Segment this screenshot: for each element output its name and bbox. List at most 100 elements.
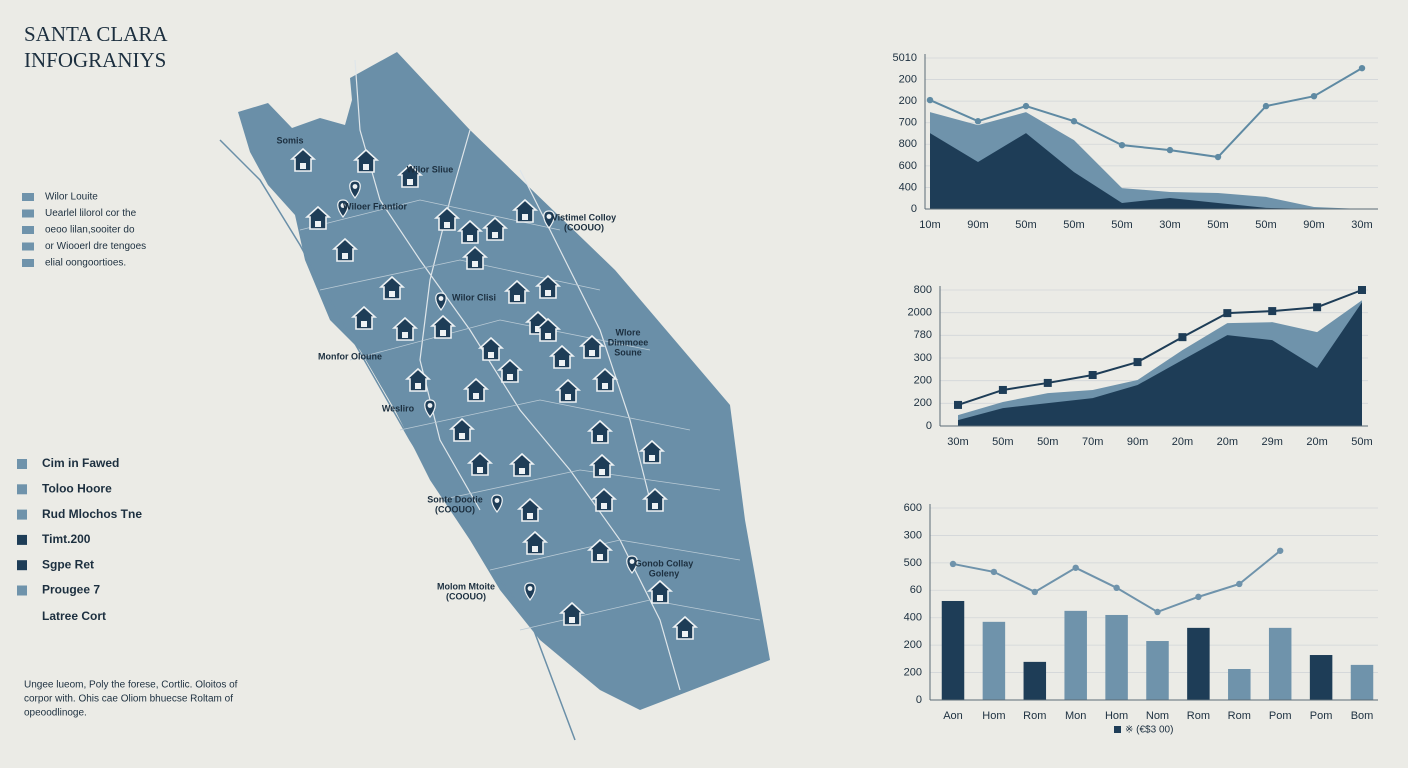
line-marker (1223, 309, 1232, 318)
map-label: Gonob Collay (635, 558, 694, 568)
y-tick-label: 200 (904, 666, 922, 678)
legend-swatch (22, 193, 34, 201)
line-marker (1118, 141, 1126, 149)
bar (1309, 655, 1333, 700)
y-tick-label: 200 (904, 639, 922, 651)
y-tick-label: 500 (904, 557, 922, 569)
x-tick-label: 50m (1037, 436, 1058, 448)
y-tick-label: 200 (899, 95, 917, 107)
line (929, 67, 1363, 159)
legend-swatch (22, 259, 34, 267)
map-label: Vistimel Colloy (552, 212, 616, 222)
legend-text: Toloo Hoore (42, 481, 112, 495)
map-label: (COOUO) (446, 591, 486, 601)
line-marker (1214, 153, 1222, 161)
footer-text: opeoodlinoge. (24, 708, 87, 719)
line-marker (1072, 564, 1079, 571)
legend-swatch (22, 226, 34, 234)
line-marker (1313, 303, 1322, 312)
line-marker (1268, 307, 1277, 316)
legend-swatch (22, 242, 34, 251)
title-line: SANTA CLARA (24, 22, 168, 46)
line-marker (1088, 371, 1097, 379)
y-tick-label: 800 (914, 284, 932, 296)
line-marker (1070, 118, 1078, 125)
line-marker (1358, 286, 1366, 294)
x-tick-label: 90m (1127, 436, 1148, 448)
x-tick-label: 50m (1111, 219, 1132, 231)
bar (1268, 627, 1292, 700)
x-tick-label: 70m (1082, 436, 1103, 448)
map-label: Monfor Oloune (318, 351, 382, 361)
coastline (219, 139, 576, 741)
x-tick-label: 30m (1159, 219, 1180, 231)
line-marker (1154, 608, 1161, 616)
map-label: Wesliro (382, 403, 415, 413)
legend-text: Cim in Fawed (42, 456, 119, 470)
legend-text: Sgpe Ret (42, 557, 94, 571)
x-tick-label: 50m (1255, 219, 1276, 231)
x-tick-label: Hom (1105, 710, 1128, 722)
x-tick-label: Mon (1065, 710, 1086, 722)
roads (299, 199, 761, 631)
y-tick-label: 2000 (908, 307, 932, 319)
legend-text: Wilor Louite (45, 192, 98, 203)
x-tick-label: 20m (1172, 436, 1193, 448)
y-tick-label: 0 (916, 694, 922, 706)
x-tick-label: Rom (1228, 710, 1251, 722)
bar (941, 600, 965, 700)
map-label: Soune (614, 347, 642, 357)
x-tick-label: 20m (1306, 436, 1327, 448)
x-tick-label: 50m (1207, 219, 1228, 231)
line-marker (1277, 547, 1284, 554)
line-marker (1195, 593, 1202, 601)
x-tick-label: Bom (1351, 710, 1374, 722)
line-marker (1113, 584, 1120, 592)
bar (1350, 664, 1374, 700)
x-tick-label: 50m (1351, 436, 1372, 448)
x-tick-label: Nom (1146, 710, 1169, 722)
x-tick-label: 90m (1303, 219, 1324, 231)
footer-text: corpor with. Ohis cae Oliom bhuecse Rolt… (24, 694, 233, 705)
legend-swatch (17, 509, 27, 520)
y-tick-label: 700 (899, 117, 917, 129)
map-label: (COOUO) (435, 504, 475, 514)
bar (1146, 641, 1169, 700)
area (930, 133, 1362, 209)
x-tick-label: Hom (982, 710, 1005, 722)
bar (1064, 610, 1087, 700)
y-tick-label: 300 (914, 352, 932, 364)
map-label: Wilor Clisi (452, 292, 496, 302)
y-tick-label: 0 (926, 420, 932, 432)
x-tick-label: 30m (947, 436, 968, 448)
line-marker (1178, 333, 1187, 342)
legend-swatch (17, 560, 27, 571)
x-tick-label: Rom (1023, 710, 1046, 722)
line-marker (954, 400, 962, 409)
y-tick-label: 60 (910, 584, 922, 596)
line (952, 550, 1281, 614)
line-marker (1133, 358, 1142, 367)
y-tick-label: 200 (899, 73, 917, 85)
legend-swatch (1114, 726, 1121, 733)
x-tick-label: Rom (1187, 710, 1210, 722)
line-marker (926, 96, 934, 104)
legend-swatch (17, 534, 27, 545)
legend-text: Timt.200 (42, 532, 91, 546)
x-tick-label: 50m (992, 436, 1013, 448)
y-tick-label: 5010 (893, 52, 917, 64)
line-marker (949, 560, 957, 568)
y-tick-label: 600 (904, 502, 922, 514)
map-label: Wilor Sliue (407, 164, 453, 174)
x-tick-label: Aon (943, 710, 963, 722)
line-marker (1262, 102, 1270, 110)
line-marker (1166, 146, 1174, 154)
footer-text: Ungee lueom, Poly the forese, Cortlic. O… (24, 680, 238, 691)
line-marker (1031, 588, 1039, 596)
legend-swatch (22, 209, 34, 218)
x-tick-label: Pom (1269, 710, 1292, 722)
map-label: Somis (276, 135, 303, 145)
bar (1105, 614, 1128, 700)
